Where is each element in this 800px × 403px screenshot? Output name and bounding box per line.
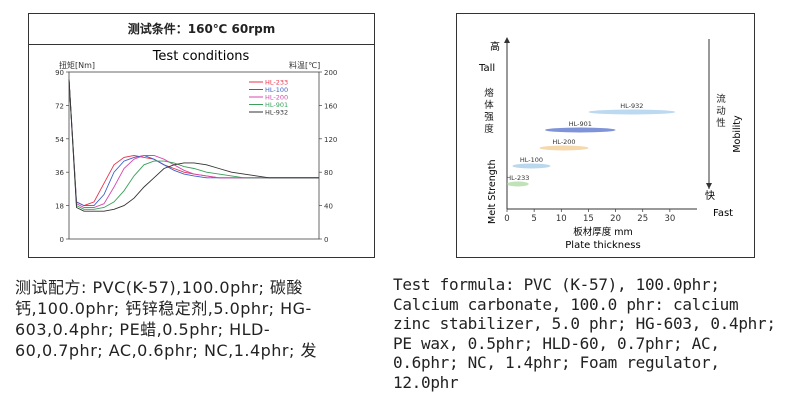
caption-en-line: 12.0phr	[393, 372, 459, 392]
y-axis-label-cn-char: 强	[484, 112, 494, 123]
series-line-hl-932	[68, 79, 319, 212]
x-tick-label: 15	[583, 214, 594, 224]
test-formula-en: Test formula: PVC (K-57), 100.0phr; Calci…	[393, 275, 793, 392]
y-axis-label-cn-char: 度	[484, 123, 494, 135]
y2-tick-label: 160	[324, 102, 337, 110]
caption-en-line: Calcium carbonate, 100.0 phr: calcium	[393, 294, 739, 314]
y2-tick-label: 40	[324, 203, 333, 211]
y-tick-label: 36	[55, 169, 64, 177]
range-bar-hl-932	[588, 109, 676, 115]
caption-en-line: zinc stabilizer, 5.0 phr; HG-603, 0.4phr…	[393, 314, 776, 333]
legend-entry: HL-233	[265, 79, 288, 87]
mobility-axis-arrow	[706, 183, 712, 189]
y-tick-label: 90	[55, 69, 64, 77]
melt-strength-chart: 高 Tall 快 Fast 板材厚度 mm Plate thickness Me…	[478, 37, 743, 251]
y2-tick-label: 200	[324, 69, 337, 77]
range-bar-label: HL-100	[520, 156, 543, 164]
x-tick-label: 5	[531, 214, 536, 224]
range-bar-label: HL-901	[569, 120, 592, 128]
y-axis-label: 扭矩[Nm]	[59, 60, 95, 70]
right-axis-label-en: Mobility	[732, 115, 743, 153]
x-axis-label-cn: 板材厚度 mm	[573, 226, 633, 238]
caption-en-line: PE wax, 0.5phr; HLD-60, 0.7phr; AC,	[393, 333, 720, 353]
caption-cn-line: 60,0.7phr; AC,0.6phr; NC,1.4phr; 发	[15, 341, 317, 360]
y-axis-label-cn-char: 熔	[484, 87, 494, 99]
legend-entry: HL-200	[265, 94, 288, 102]
y-axis-label-en: Melt Strength	[487, 159, 498, 224]
bottom-right-label-cn: 快	[705, 190, 715, 202]
range-bar-hl-233	[507, 181, 529, 187]
caption-cn-line: 测试配方: PVC(K-57),100.0phr; 碳酸	[15, 278, 303, 297]
y2-tick-label: 80	[324, 169, 333, 177]
top-label-en: Tall	[478, 63, 495, 74]
range-bar-label: HL-233	[506, 174, 529, 182]
x-axis-label-en: Plate thickness	[565, 240, 640, 251]
y2-tick-label: 0	[324, 236, 328, 244]
test-conditions-title: 测试条件：160℃ 60rpm	[29, 14, 374, 45]
y-tick-label: 72	[55, 102, 64, 110]
range-bar-hl-100	[512, 163, 551, 169]
caption-cn-line: 钙,100.0phr; 钙锌稳定剂,5.0phr; HG-	[15, 299, 312, 318]
test-formula-cn: 测试配方: PVC(K-57),100.0phr; 碳酸 钙,100.0phr; …	[15, 277, 375, 361]
caption-cn-line: 603,0.4phr; PE蜡,0.5phr; HLD-	[15, 320, 271, 339]
y-axis-label-cn-char: 体	[484, 99, 494, 111]
legend-entry: HL-932	[265, 109, 288, 117]
torque-chart: Test conditions 扭矩[Nm] 料温[℃] 0 18 36 54 72 90 0 4…	[55, 49, 337, 244]
right-axis-label-cn-char: 流	[716, 93, 726, 105]
plot-frame	[68, 71, 320, 240]
x-tick-label: 25	[637, 214, 648, 224]
x-tick-label: 0	[504, 214, 509, 224]
melt-strength-panel: 高 Tall 快 Fast 板材厚度 mm Plate thickness Me…	[456, 13, 755, 258]
caption-en-line: Test formula: PVC (K-57), 100.0phr;	[393, 275, 720, 294]
y-axis-arrow	[504, 37, 510, 43]
legend-entry: HL-100	[265, 86, 288, 94]
range-bar-label: HL-932	[620, 102, 643, 110]
y2-tick-label: 120	[324, 136, 337, 144]
bottom-right-label-en: Fast	[713, 208, 733, 219]
y-tick-label: 54	[55, 136, 64, 144]
y2-axis-label: 料温[℃]	[289, 60, 320, 70]
right-axis-label-cn-char: 动	[716, 106, 726, 117]
range-bar-hl-200	[539, 145, 589, 151]
y-tick-label: 0	[60, 236, 64, 244]
legend-entry: HL-901	[265, 101, 288, 109]
x-tick-label: 20	[610, 214, 621, 224]
test-conditions-subtitle: Test conditions	[152, 49, 250, 64]
range-bar-label: HL-200	[552, 138, 575, 146]
right-axis-label-cn-char: 性	[716, 117, 726, 129]
range-bar-hl-901	[545, 127, 616, 133]
y-tick-label: 18	[55, 203, 64, 211]
x-tick-label: 10	[556, 214, 567, 224]
torque-chart-panel: 测试条件：160℃ 60rpm Test conditions 扭矩[Nm] 料温…	[28, 13, 375, 258]
top-label-cn: 高	[490, 40, 500, 53]
x-tick-label: 30	[664, 214, 675, 224]
caption-en-line: 0.6phr; NC, 1.4phr; Foam regulator,	[393, 353, 720, 372]
